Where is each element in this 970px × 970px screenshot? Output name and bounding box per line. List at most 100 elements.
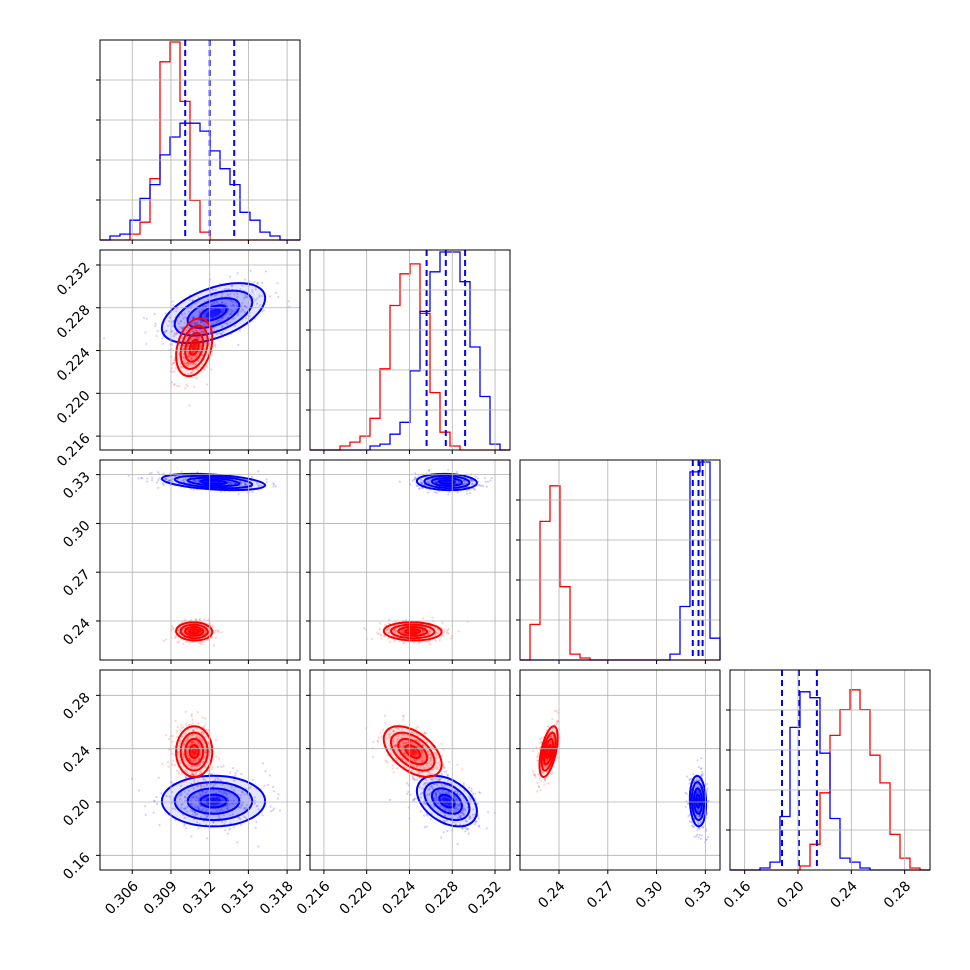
contour-line	[423, 781, 471, 822]
scatter-point	[696, 807, 700, 811]
scatter-point	[442, 819, 445, 822]
scatter-point	[165, 477, 168, 480]
scatter-point	[456, 791, 459, 794]
scatter-point	[191, 322, 194, 325]
scatter-point	[544, 766, 547, 769]
scatter-point	[435, 632, 438, 635]
scatter-point	[462, 814, 465, 817]
scatter-point	[435, 776, 438, 780]
scatter-point	[436, 756, 440, 760]
scatter-point	[463, 789, 466, 792]
scatter-point	[689, 778, 692, 781]
scatter-point	[556, 756, 559, 759]
scatter-point	[197, 808, 201, 811]
scatter-point	[404, 752, 407, 755]
scatter-point	[470, 787, 473, 790]
scatter-point	[229, 313, 232, 316]
scatter-point	[429, 817, 432, 821]
scatter-point	[165, 329, 168, 332]
scatter-point	[392, 730, 395, 733]
scatter-point	[690, 824, 694, 828]
scatter-point	[425, 779, 428, 782]
scatter-point	[173, 361, 176, 364]
scatter-point	[426, 774, 429, 777]
scatter-point	[372, 741, 375, 744]
scatter-point	[201, 354, 204, 357]
scatter-point	[191, 336, 194, 339]
scatter-point	[234, 482, 237, 485]
scatter-point	[213, 307, 216, 310]
scatter-point	[198, 793, 201, 796]
scatter-point	[420, 754, 423, 758]
scatter-point	[243, 311, 246, 314]
scatter-point	[376, 631, 379, 634]
scatter-point	[386, 737, 389, 740]
scatter-point	[145, 342, 148, 345]
scatter-point	[486, 480, 490, 483]
scatter-point	[420, 481, 423, 484]
scatter-point	[421, 629, 424, 632]
scatter-point	[188, 757, 191, 760]
scatter-point	[217, 631, 220, 634]
scatter-point	[168, 343, 172, 346]
scatter-point	[393, 745, 396, 748]
scatter-point	[224, 829, 227, 832]
scatter-point	[537, 785, 541, 789]
scatter-point	[453, 807, 456, 810]
contour-line	[390, 731, 436, 772]
scatter-point	[201, 363, 204, 366]
scatter-point	[191, 330, 194, 333]
scatter-point	[233, 789, 236, 792]
scatter-point	[200, 731, 203, 735]
scatter-point	[436, 628, 439, 631]
scatter-point	[420, 791, 424, 794]
scatter-point	[414, 477, 417, 480]
scatter-point	[201, 760, 204, 763]
scatter-point	[459, 814, 463, 817]
scatter-point	[230, 313, 233, 316]
scatter-point	[466, 481, 469, 484]
scatter-point	[427, 750, 430, 753]
scatter-point	[701, 773, 705, 776]
scatter-point	[205, 815, 208, 818]
scatter-point	[474, 792, 477, 795]
scatter-point	[227, 799, 230, 803]
scatter-point	[196, 727, 199, 730]
scatter-point	[171, 763, 174, 766]
scatter-point	[245, 484, 248, 487]
scatter-point	[202, 793, 205, 796]
scatter-point	[430, 758, 433, 762]
scatter-point	[196, 322, 199, 325]
scatter-point	[184, 795, 187, 799]
scatter-point	[425, 825, 428, 828]
scatter-point	[168, 479, 171, 482]
scatter-point	[539, 741, 543, 744]
scatter-point	[449, 810, 452, 814]
scatter-point	[243, 808, 246, 811]
scatter-point	[405, 741, 408, 744]
scatter-point	[181, 350, 184, 353]
scatter-point	[216, 333, 219, 336]
scatter-point	[479, 791, 482, 795]
scatter-point	[182, 345, 186, 348]
scatter-point	[193, 764, 196, 768]
scatter-point	[203, 724, 206, 727]
scatter-point	[203, 323, 206, 326]
scatter-point	[458, 804, 461, 807]
scatter-point	[225, 807, 228, 810]
scatter-point	[229, 275, 232, 278]
scatter-point	[436, 481, 439, 484]
scatter-point	[251, 291, 254, 294]
scatter-point	[185, 329, 188, 332]
scatter-point	[406, 734, 409, 738]
scatter-point	[442, 831, 445, 834]
scatter-point	[183, 357, 186, 360]
scatter-point	[205, 639, 208, 642]
scatter-point	[431, 616, 434, 619]
scatter-point	[173, 475, 176, 478]
scatter-point	[696, 791, 699, 794]
scatter-point	[201, 716, 204, 719]
scatter-point	[195, 362, 198, 365]
scatter-point	[415, 727, 418, 730]
scatter-point	[211, 768, 214, 771]
